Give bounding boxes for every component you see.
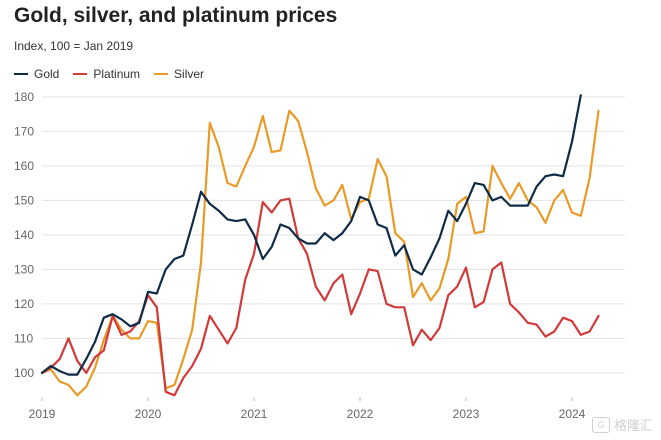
x-tick-label-2020: 2020 — [135, 407, 162, 421]
watermark: G 格隆汇 — [591, 415, 653, 434]
legend-swatch-platinum — [73, 73, 88, 75]
legend-label-gold: Gold — [34, 67, 60, 81]
x-tick-label-2023: 2023 — [453, 407, 480, 421]
chart-subtitle: Index, 100 = Jan 2019 — [14, 39, 134, 53]
chart-title: Gold, silver, and platinum prices — [14, 4, 338, 27]
x-tick-label-2022: 2022 — [347, 407, 374, 421]
y-tick-label-170: 170 — [14, 124, 34, 138]
legend-item-gold: Gold — [14, 67, 59, 81]
y-tick-label-160: 160 — [14, 159, 34, 173]
legend-swatch-gold — [14, 73, 28, 75]
series-line-gold — [40, 94, 582, 376]
x-tick-label-2019: 2019 — [29, 407, 56, 421]
x-tick-label-2024: 2024 — [559, 407, 586, 421]
y-tick-label-130: 130 — [14, 262, 34, 276]
y-tick-label-140: 140 — [14, 228, 34, 242]
legend-label-platinum: Platinum — [93, 67, 141, 81]
watermark-text: 格隆汇 — [613, 418, 653, 433]
x-tick-label-2021: 2021 — [241, 407, 268, 421]
legend: Gold Platinum Silver — [14, 67, 218, 81]
series-line-platinum — [40, 197, 600, 397]
legend-item-platinum: Platinum — [73, 67, 140, 81]
legend-item-silver: Silver — [154, 67, 204, 81]
watermark-logo-icon: G — [591, 416, 610, 433]
y-tick-label-180: 180 — [14, 90, 34, 104]
legend-swatch-silver — [154, 73, 169, 75]
y-tick-label-120: 120 — [14, 297, 34, 311]
y-tick-label-100: 100 — [14, 366, 34, 380]
legend-label-silver: Silver — [174, 67, 205, 81]
y-tick-label-150: 150 — [14, 193, 34, 207]
series-line-silver — [40, 109, 600, 397]
y-tick-label-110: 110 — [14, 331, 33, 345]
